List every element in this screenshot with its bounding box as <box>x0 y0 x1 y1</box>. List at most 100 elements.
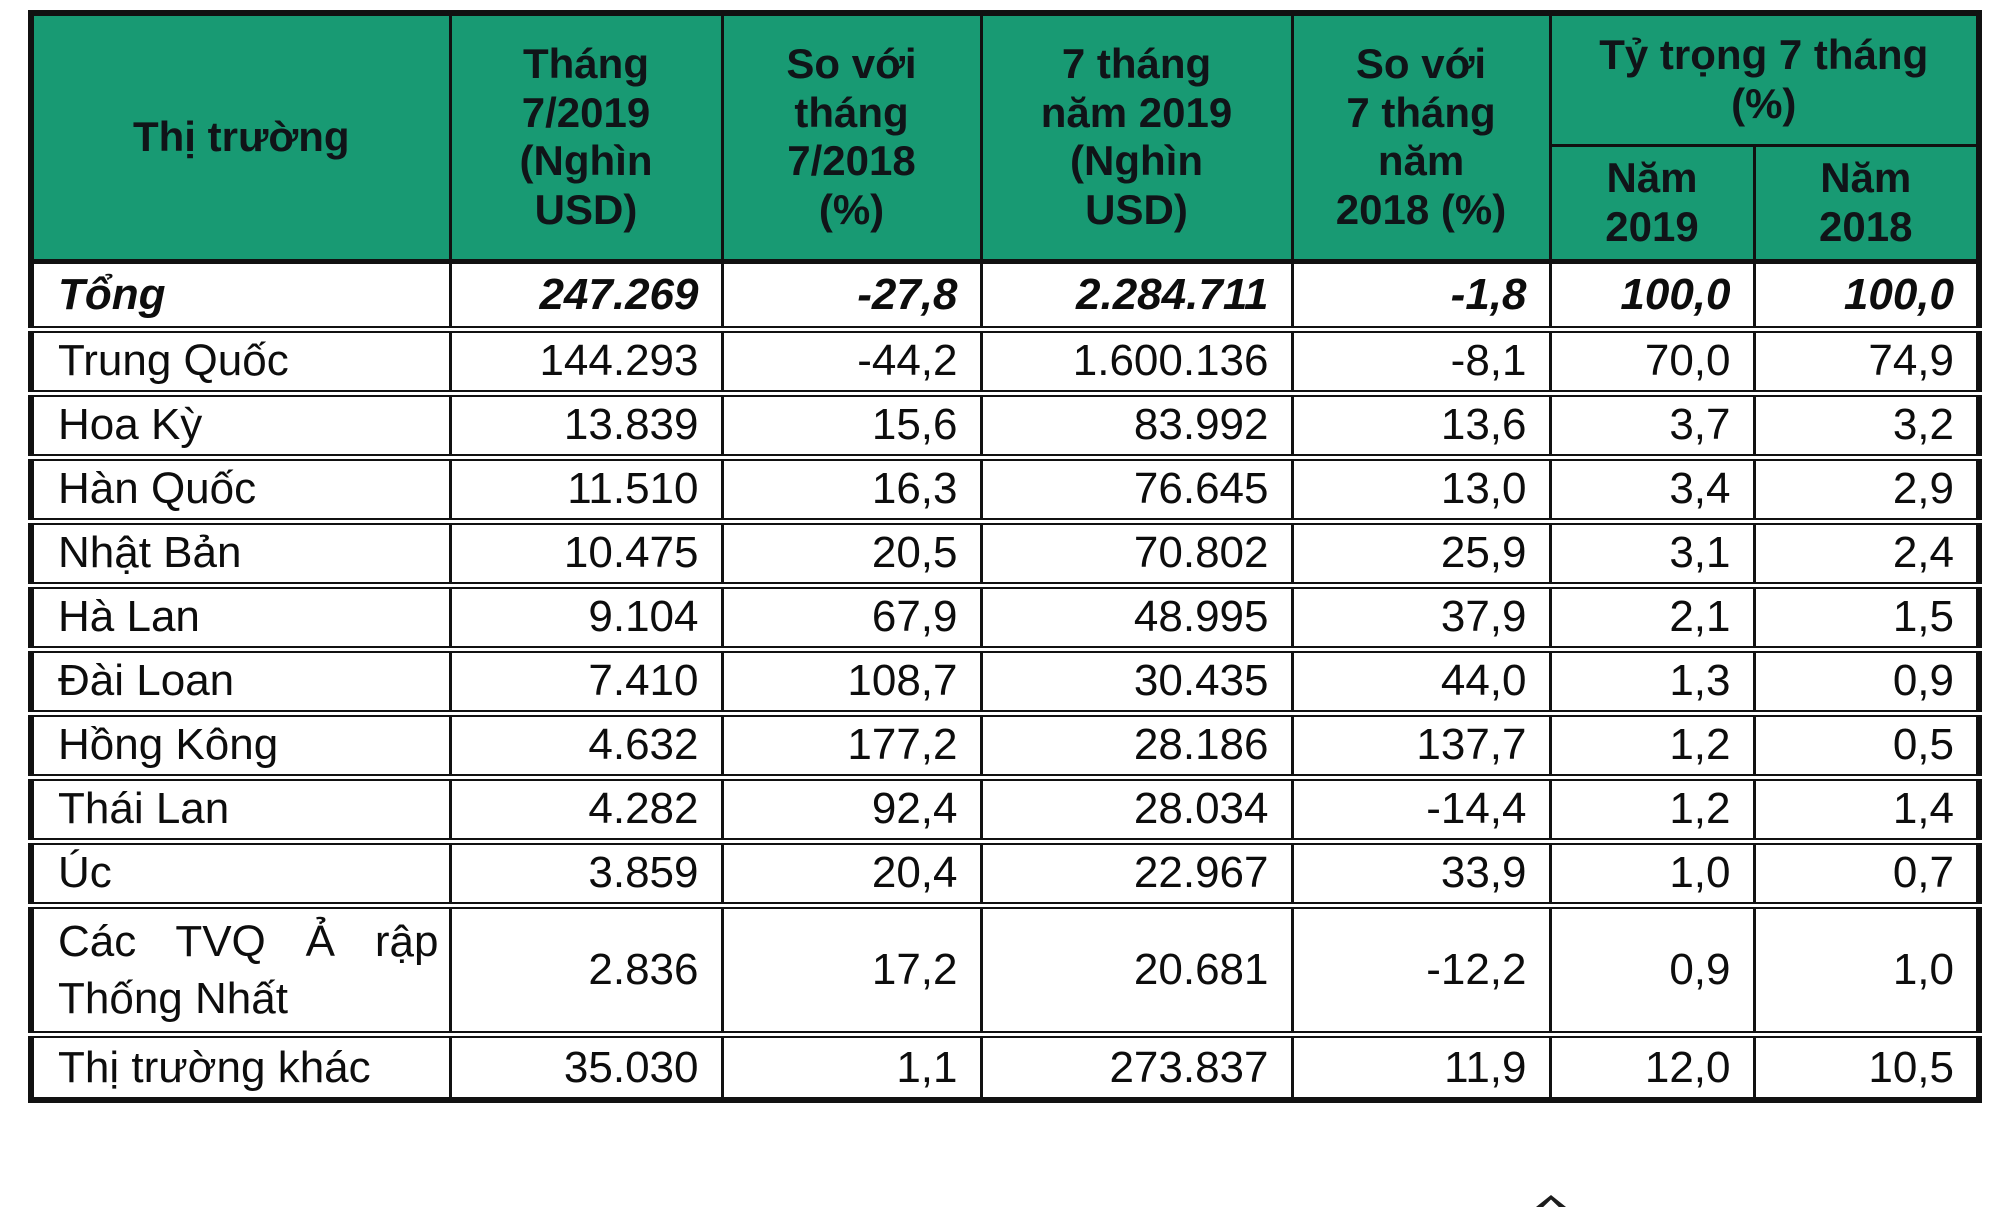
value-cell: 70.802 <box>979 519 1294 589</box>
value-cell: -1,8 <box>1290 259 1552 333</box>
table-row: Hồng Kông 4.632 177,2 28.186 137,7 1,2 0… <box>29 711 1981 781</box>
value-cell: 137,7 <box>1290 711 1552 781</box>
value-cell: 70,0 <box>1548 327 1756 397</box>
market-cell: Hà Lan <box>29 583 452 653</box>
value-cell: 3.859 <box>448 839 724 909</box>
value-cell: -27,8 <box>720 259 983 333</box>
col-header-month-value: Tháng 7/2019 (Nghìn USD) <box>448 11 724 264</box>
value-cell: 108,7 <box>720 647 983 717</box>
value-cell: 1.600.136 <box>979 327 1294 397</box>
value-cell: 3,4 <box>1548 455 1756 525</box>
table-header: Thị trường Tháng 7/2019 (Nghìn USD) So v… <box>29 11 1981 264</box>
value-cell: -12,2 <box>1290 903 1552 1038</box>
table-row-total: Tổng 247.269 -27,8 2.284.711 -1,8 100,0 … <box>29 259 1981 333</box>
value-cell: 2.836 <box>448 903 724 1038</box>
value-cell: 83.992 <box>979 391 1294 461</box>
table-row: Hà Lan 9.104 67,9 48.995 37,9 2,1 1,5 <box>29 583 1981 653</box>
header-row-2: Năm 2019 Năm 2018 <box>31 143 1981 264</box>
value-cell: -8,1 <box>1290 327 1552 397</box>
value-cell: 3,7 <box>1548 391 1756 461</box>
table-row: Đài Loan 7.410 108,7 30.435 44,0 1,3 0,9 <box>29 647 1981 717</box>
value-cell: 33,9 <box>1290 839 1552 909</box>
value-cell: 0,9 <box>1752 647 1981 717</box>
value-cell: 0,9 <box>1548 903 1756 1038</box>
value-cell: 13,0 <box>1290 455 1552 525</box>
value-cell: 28.034 <box>979 775 1294 845</box>
table-row: Úc 3.859 20,4 22.967 33,9 1,0 0,7 <box>29 839 1981 909</box>
value-cell: 20,5 <box>720 519 983 589</box>
value-cell: 76.645 <box>979 455 1294 525</box>
table-row: Thái Lan 4.282 92,4 28.034 -14,4 1,2 1,4 <box>29 775 1981 845</box>
value-cell: 44,0 <box>1290 647 1552 717</box>
table-row: Nhật Bản 10.475 20,5 70.802 25,9 3,1 2,4 <box>29 519 1981 589</box>
table-row: Trung Quốc 144.293 -44,2 1.600.136 -8,1 … <box>29 327 1981 397</box>
table-row: Thị trường khác 35.030 1,1 273.837 11,9 … <box>29 1032 1981 1104</box>
value-cell: 74,9 <box>1752 327 1981 397</box>
value-cell: 35.030 <box>448 1032 724 1104</box>
value-cell: 15,6 <box>720 391 983 461</box>
value-cell: 10,5 <box>1752 1032 1981 1104</box>
market-cell: Các TVQ Ả rập Thống Nhất <box>29 903 452 1038</box>
col-header-share-2018: Năm 2018 <box>1752 143 1981 264</box>
table-row: Các TVQ Ả rập Thống Nhất 2.836 17,2 20.6… <box>29 903 1981 1038</box>
value-cell: 2.284.711 <box>979 259 1294 333</box>
value-cell: 1,4 <box>1752 775 1981 845</box>
value-cell: 100,0 <box>1548 259 1756 333</box>
value-cell: 10.475 <box>448 519 724 589</box>
value-cell: 273.837 <box>979 1032 1294 1104</box>
value-cell: 92,4 <box>720 775 983 845</box>
value-cell: 247.269 <box>448 259 724 333</box>
value-cell: 1,2 <box>1548 775 1756 845</box>
market-cell: Úc <box>29 839 452 909</box>
value-cell: 22.967 <box>979 839 1294 909</box>
table-row: Hoa Kỳ 13.839 15,6 83.992 13,6 3,7 3,2 <box>29 391 1981 461</box>
value-cell: 13.839 <box>448 391 724 461</box>
value-cell: 17,2 <box>720 903 983 1038</box>
value-cell: 11,9 <box>1290 1032 1552 1104</box>
market-cell: Thị trường khác <box>29 1032 452 1104</box>
table-row: Hàn Quốc 11.510 16,3 76.645 13,0 3,4 2,9 <box>29 455 1981 525</box>
value-cell: 30.435 <box>979 647 1294 717</box>
market-cell: Hoa Kỳ <box>29 391 452 461</box>
value-cell: 2,4 <box>1752 519 1981 589</box>
table-body: Tổng 247.269 -27,8 2.284.711 -1,8 100,0 … <box>29 259 1981 1104</box>
value-cell: 0,5 <box>1752 711 1981 781</box>
col-header-ytd-value: 7 tháng năm 2019 (Nghìn USD) <box>979 11 1294 264</box>
value-cell: -44,2 <box>720 327 983 397</box>
value-cell: 1,5 <box>1752 583 1981 653</box>
col-header-vs-month: So với tháng 7/2018 (%) <box>720 11 983 264</box>
market-cell: Hồng Kông <box>29 711 452 781</box>
market-cell: Hàn Quốc <box>29 455 452 525</box>
value-cell: 0,7 <box>1752 839 1981 909</box>
value-cell: 1,0 <box>1752 903 1981 1038</box>
value-cell: 4.282 <box>448 775 724 845</box>
value-cell: -14,4 <box>1290 775 1552 845</box>
value-cell: 2,9 <box>1752 455 1981 525</box>
value-cell: 16,3 <box>720 455 983 525</box>
col-header-share-2019: Năm 2019 <box>1548 143 1756 264</box>
value-cell: 1,0 <box>1548 839 1756 909</box>
value-cell: 12,0 <box>1548 1032 1756 1104</box>
cropped-text-fragment-icon <box>1536 1195 1566 1207</box>
value-cell: 1,2 <box>1548 711 1756 781</box>
value-cell: 1,1 <box>720 1032 983 1104</box>
market-cell: Thái Lan <box>29 775 452 845</box>
value-cell: 2,1 <box>1548 583 1756 653</box>
col-header-market: Thị trường <box>29 11 452 264</box>
market-cell: Trung Quốc <box>29 327 452 397</box>
value-cell: 7.410 <box>448 647 724 717</box>
value-cell: 37,9 <box>1290 583 1552 653</box>
value-cell: 3,1 <box>1548 519 1756 589</box>
col-header-share-group: Tỷ trọng 7 tháng (%) <box>1548 11 1981 147</box>
market-cell: Nhật Bản <box>29 519 452 589</box>
export-markets-table: Thị trường Tháng 7/2019 (Nghìn USD) So v… <box>28 10 1982 1104</box>
value-cell: 67,9 <box>720 583 983 653</box>
value-cell: 48.995 <box>979 583 1294 653</box>
value-cell: 1,3 <box>1548 647 1756 717</box>
value-cell: 9.104 <box>448 583 724 653</box>
col-header-vs-ytd: So với 7 tháng năm 2018 (%) <box>1290 11 1552 264</box>
value-cell: 3,2 <box>1752 391 1981 461</box>
value-cell: 144.293 <box>448 327 724 397</box>
value-cell: 20,4 <box>720 839 983 909</box>
value-cell: 25,9 <box>1290 519 1552 589</box>
